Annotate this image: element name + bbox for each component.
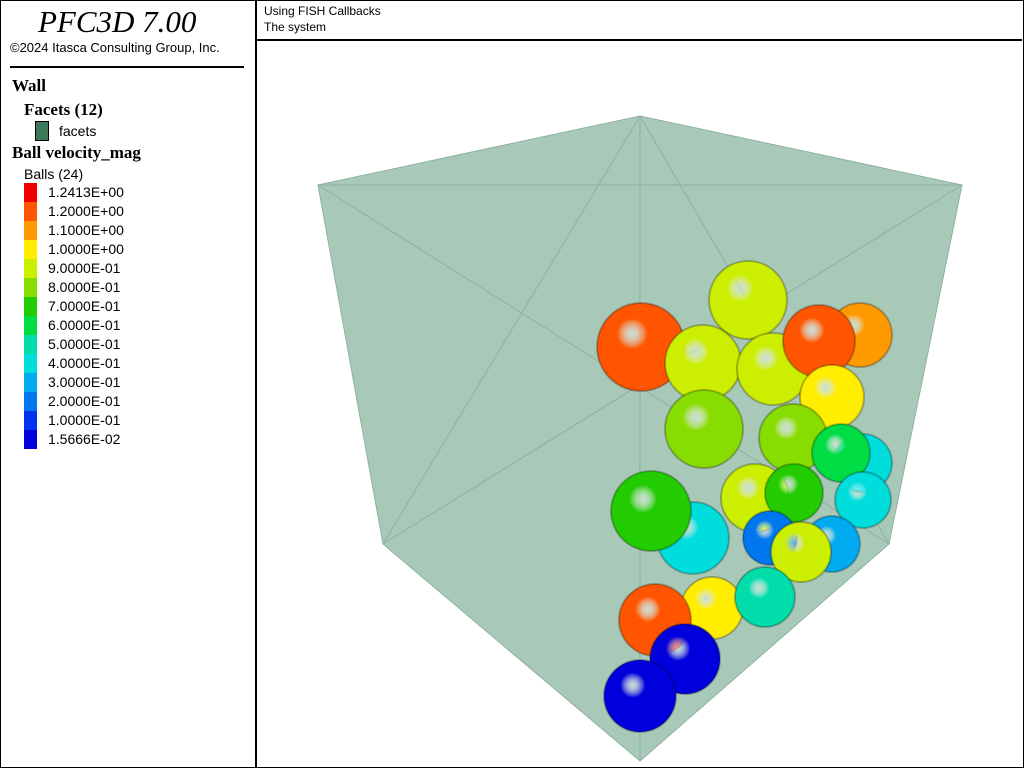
colorbar-label: 1.1000E+00 [48, 222, 124, 238]
ball-outline [734, 566, 796, 628]
balls-group [596, 260, 893, 733]
ball-outline [708, 260, 788, 340]
colorbar-segment [24, 373, 37, 392]
ball-outline [664, 389, 744, 469]
colorbar-label: 9.0000E-01 [48, 260, 121, 276]
colorbar-label: 7.0000E-01 [48, 298, 121, 314]
colorbar-segment [24, 354, 37, 373]
app-title: PFC3D 7.00 [38, 4, 197, 39]
colorbar-segment [24, 335, 37, 354]
facets-heading: Facets (12) [24, 100, 103, 119]
legend-panel: PFC3D 7.00 ©2024 Itasca Consulting Group… [0, 0, 257, 767]
colorbar-label: 4.0000E-01 [48, 355, 121, 371]
colorbar-segment [24, 259, 37, 278]
colorbar-segment [24, 221, 37, 240]
colorbar-label: 3.0000E-01 [48, 374, 121, 390]
copyright-text: ©2024 Itasca Consulting Group, Inc. [10, 40, 220, 55]
ball-outline [764, 463, 824, 523]
ball [735, 567, 795, 627]
ball [835, 472, 891, 528]
facets-label: facets [59, 123, 97, 139]
wall-heading: Wall [12, 76, 47, 95]
ball [604, 660, 676, 732]
colorbar-label: 1.0000E-01 [48, 412, 121, 428]
colorbar-segment [24, 316, 37, 335]
ball-outline [649, 623, 721, 695]
colorbar-label: 6.0000E-01 [48, 317, 121, 333]
colorbar-segment [24, 297, 37, 316]
colorbar-segment [24, 430, 37, 449]
facets-swatch [35, 121, 49, 141]
colorbar-segment [24, 278, 37, 297]
ball [771, 522, 831, 582]
ball [759, 404, 827, 472]
colorbar-segment [24, 183, 37, 202]
colorbar-label: 1.2000E+00 [48, 203, 124, 219]
ball [611, 471, 691, 551]
ball-outline [603, 659, 677, 733]
plot-header: Using FISH Callbacks The system [257, 0, 1022, 41]
ball-outline [834, 471, 892, 529]
header-line-1: Using FISH Callbacks [264, 4, 381, 18]
colorbar-segment [24, 202, 37, 221]
ball-heading: Ball velocity_mag [12, 143, 141, 162]
3d-viewport[interactable] [257, 41, 1022, 767]
legend-divider [10, 66, 244, 68]
ball [709, 261, 787, 339]
ball [665, 325, 741, 401]
ball-outline [811, 423, 871, 483]
ball [665, 390, 743, 468]
ball [765, 464, 823, 522]
colorbar-label: 5.0000E-01 [48, 336, 121, 352]
ball-outline [610, 470, 692, 552]
header-line-2: The system [264, 20, 327, 34]
ball [597, 303, 685, 391]
colorbar-segment [24, 392, 37, 411]
colorbar-label: 1.0000E+00 [48, 241, 124, 257]
velocity-colorbar [24, 183, 37, 449]
ball [681, 577, 743, 639]
colorbar-segment [24, 240, 37, 259]
scene-svg [317, 115, 963, 762]
balls-label: Balls (24) [24, 166, 84, 182]
colorbar-segment [24, 411, 37, 430]
ball-outline [770, 521, 832, 583]
colorbar-label: 8.0000E-01 [48, 279, 121, 295]
colorbar-label: 1.5666E-02 [48, 431, 121, 447]
colorbar-label: 2.0000E-01 [48, 393, 121, 409]
ball [812, 424, 870, 482]
colorbar-label: 1.2413E+00 [48, 184, 124, 200]
ball [783, 305, 855, 377]
